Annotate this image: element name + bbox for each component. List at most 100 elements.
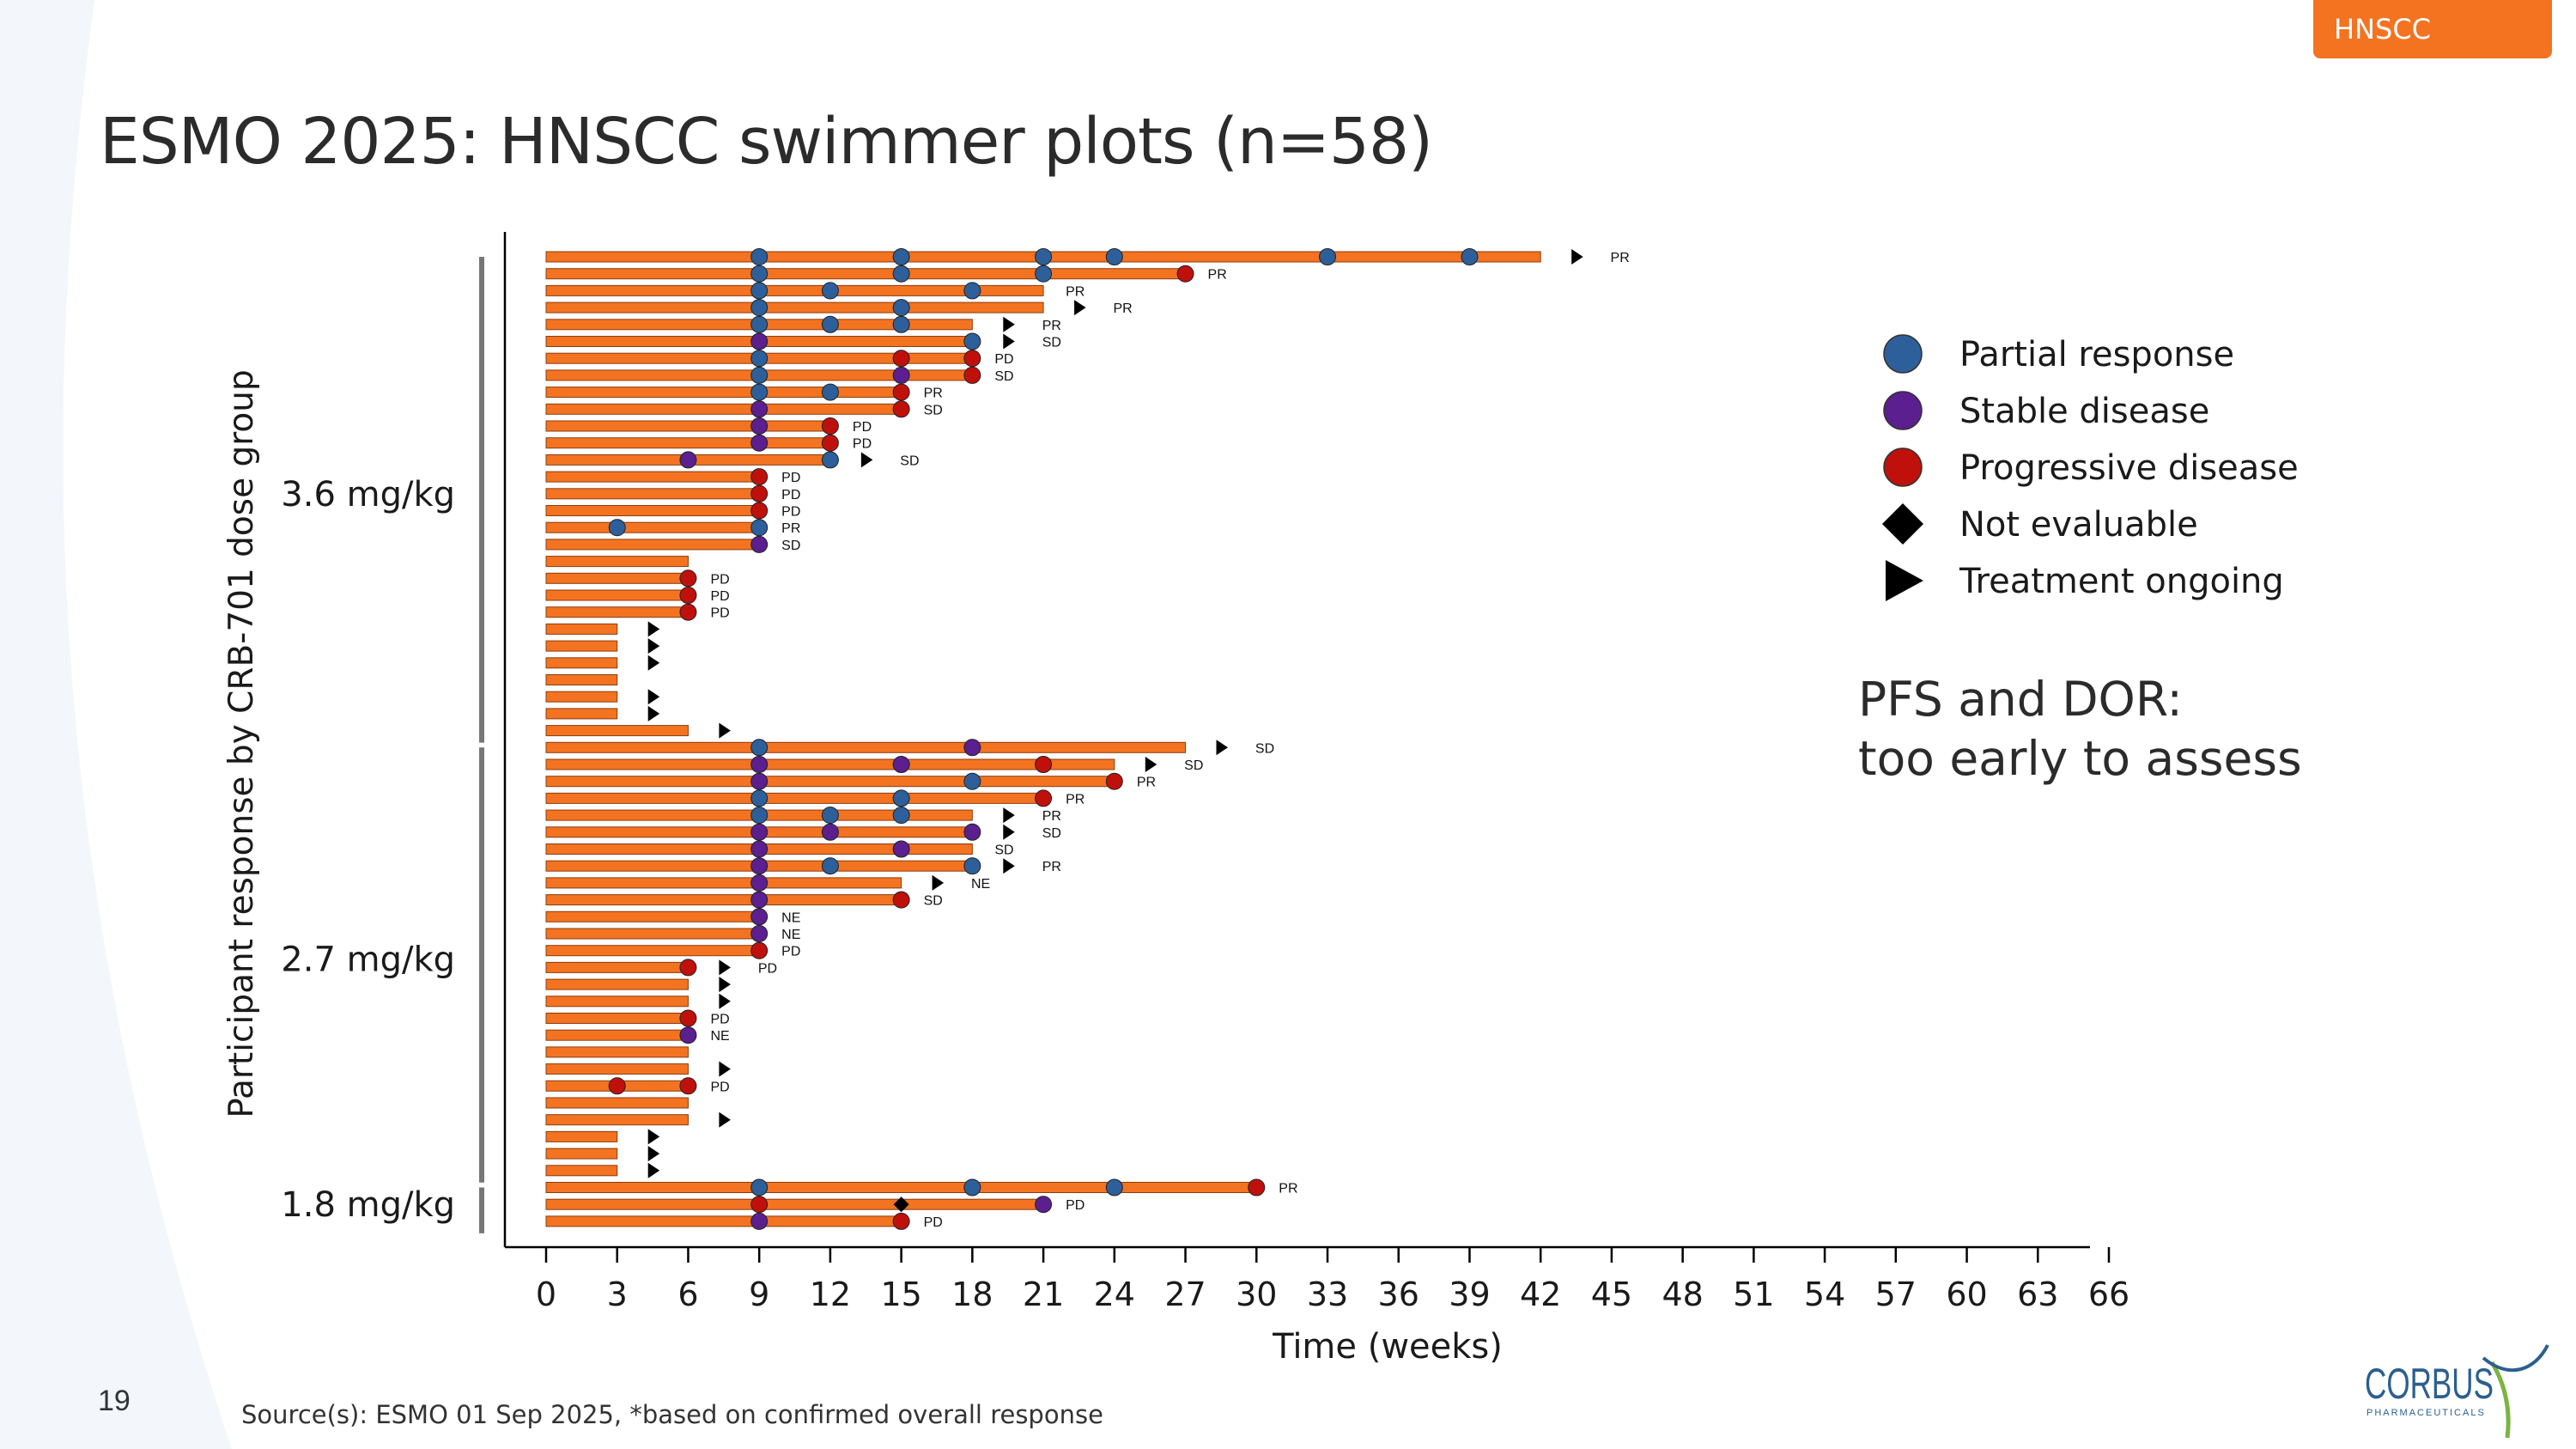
logo-wordmark: CORBUS	[2365, 1360, 2494, 1408]
participant-row	[545, 1129, 660, 1145]
swimmer-bar	[545, 505, 760, 516]
ongoing-marker	[647, 654, 660, 671]
swimmer-bar	[545, 961, 689, 973]
participant-row: NE	[545, 925, 800, 942]
best-response-label: PD	[924, 1215, 943, 1230]
participant-row: NE	[545, 1026, 730, 1044]
participant-row	[545, 556, 689, 568]
x-ticks: 0 3 6 9 12 15 18 21 24 27 30 33 36 39 42 45 48 51 54 57 60 63…	[536, 1247, 2129, 1313]
sd-marker	[750, 772, 769, 790]
pd-marker	[750, 502, 769, 520]
sd-marker	[821, 823, 839, 841]
dose-group-label: 3.6 mg/kg	[281, 475, 455, 514]
sd-marker	[750, 891, 769, 909]
participant-row: NE	[545, 908, 800, 926]
participant-row: PD	[545, 587, 730, 604]
best-response-label: PR	[1066, 284, 1084, 299]
pr-marker	[892, 315, 910, 333]
ongoing-marker	[1216, 740, 1229, 756]
swimmer-bar	[545, 1165, 618, 1177]
best-response-label: PD	[710, 606, 729, 621]
best-response-label: SD	[900, 454, 919, 468]
best-response-label: PD	[994, 352, 1013, 367]
best-response-label: NE	[781, 910, 800, 925]
x-tick-label: 6	[677, 1275, 698, 1313]
swimmer-bar	[545, 420, 831, 432]
participant-row	[545, 977, 731, 993]
legend-label: Treatment ongoing	[1959, 562, 2284, 601]
participant-row: PD	[545, 1077, 730, 1095]
participant-row: PR	[545, 1178, 1298, 1196]
x-tick-label: 12	[810, 1275, 851, 1313]
best-response-label: SD	[924, 403, 943, 417]
swimmer-bar	[545, 403, 902, 415]
swimmer-bar	[545, 657, 618, 669]
ongoing-marker	[719, 1111, 731, 1128]
pr-marker	[750, 807, 769, 825]
source-note: Source(s): ESMO 01 Sep 2025, *based on c…	[241, 1400, 1103, 1429]
best-response-label: SD	[994, 369, 1013, 384]
pr-marker	[821, 282, 839, 300]
swimmer-bar	[545, 928, 760, 940]
sd-marker	[750, 874, 769, 892]
pd-marker	[963, 350, 981, 368]
pd-marker	[821, 417, 839, 435]
best-response-label: PD	[1066, 1198, 1084, 1213]
sd-marker	[892, 366, 910, 384]
swimmer-bar	[545, 623, 618, 635]
best-response-label: PR	[1042, 860, 1061, 874]
topic-tag: HNSCC	[2313, 0, 2552, 58]
best-response-label: PD	[781, 471, 800, 485]
sd-marker	[750, 400, 769, 418]
swimmer-bar	[545, 776, 1115, 788]
pr-marker	[750, 350, 769, 368]
pr-marker	[892, 789, 910, 807]
x-tick-label: 66	[2088, 1275, 2129, 1313]
sd-marker	[963, 739, 981, 757]
x-tick-label: 27	[1164, 1275, 1206, 1313]
participant-row	[545, 1111, 731, 1128]
best-response-label: PR	[1279, 1182, 1297, 1196]
participant-row: PR	[545, 315, 1061, 333]
ongoing-marker	[719, 722, 731, 739]
participant-row	[545, 993, 731, 1009]
x-tick-label: 54	[1804, 1275, 1845, 1313]
participant-row	[545, 674, 618, 685]
best-response-label: PD	[781, 488, 800, 502]
ongoing-marker	[647, 689, 660, 705]
pr-marker	[1319, 248, 1336, 265]
pr-marker	[608, 519, 626, 537]
ongoing-marker	[1003, 858, 1015, 874]
swimmer-bar	[545, 556, 689, 568]
swimmer-bar	[545, 488, 760, 500]
pd-marker	[679, 959, 697, 977]
ongoing-marker	[1003, 333, 1015, 350]
legend-label: Progressive disease	[1959, 448, 2299, 488]
swimmer-bar	[545, 387, 902, 399]
participant-row: PD	[545, 941, 800, 959]
best-response-label: PD	[710, 1080, 729, 1094]
pd-marker	[1035, 756, 1053, 773]
pr-marker	[750, 282, 769, 300]
x-tick-label: 63	[2017, 1275, 2058, 1313]
ongoing-marker	[719, 1061, 731, 1077]
pd-marker	[750, 941, 769, 959]
swimmer-bar	[545, 894, 902, 906]
participant-row: PR	[545, 383, 943, 401]
sd-marker	[1035, 1196, 1053, 1214]
ongoing-marker	[647, 621, 660, 637]
best-response-label: PD	[853, 437, 872, 452]
pr-marker	[750, 366, 769, 384]
ongoing-marker	[860, 452, 873, 468]
participant-row: PD	[545, 434, 872, 452]
pd-marker	[679, 1009, 697, 1027]
pr-marker	[750, 739, 769, 757]
swimmer-bar	[545, 978, 689, 990]
pr-marker	[963, 772, 981, 790]
participant-row: SD	[545, 366, 1014, 384]
best-response-label: PD	[781, 505, 800, 520]
x-tick-label: 3	[607, 1275, 628, 1313]
best-response-label: SD	[924, 894, 943, 909]
pd-marker	[892, 400, 910, 418]
